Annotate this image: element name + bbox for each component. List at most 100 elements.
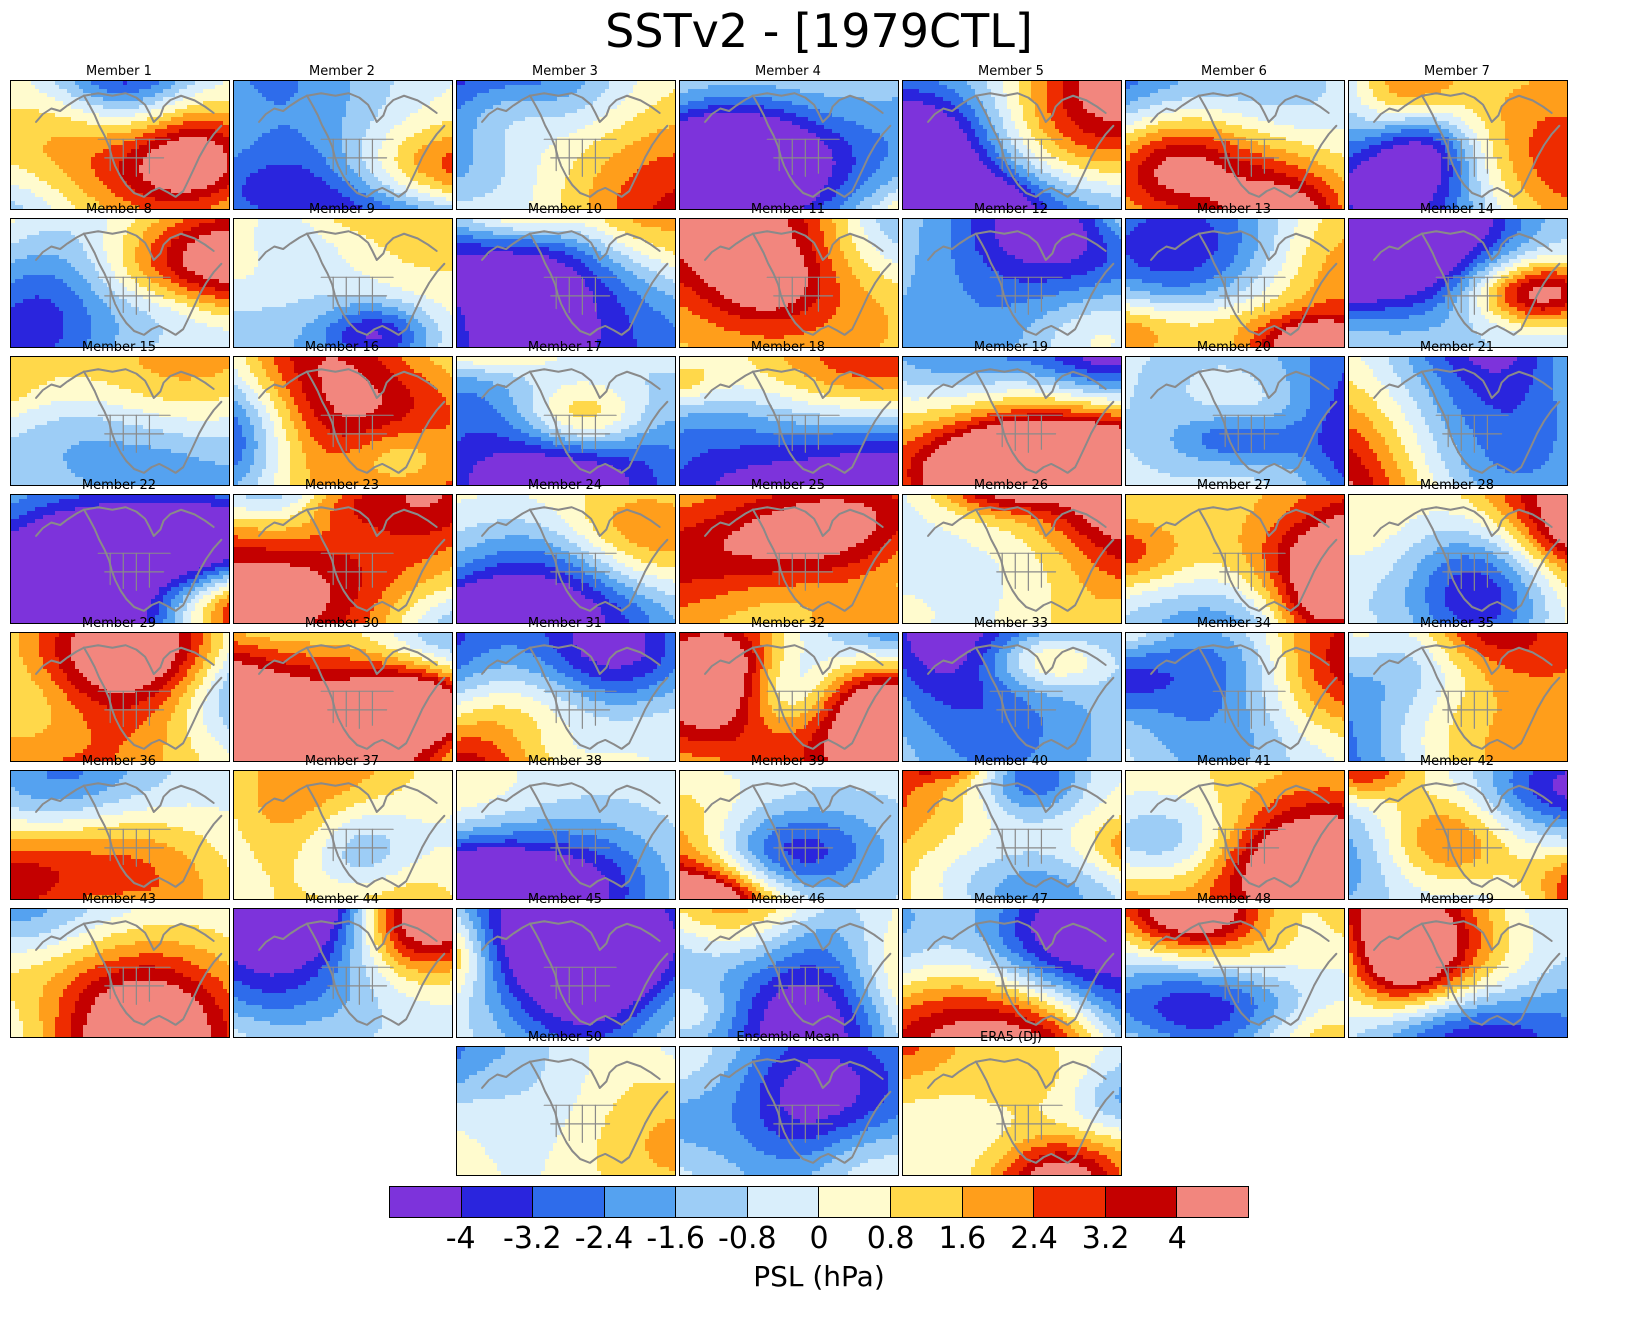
map-panel: Member 22 [10,478,230,624]
panel-map-canvas [10,80,230,210]
colorbar-bar [389,1186,1249,1218]
colorbar-segment [533,1187,605,1217]
panel-title: Member 28 [1419,478,1495,493]
panel-title: Member 22 [81,478,157,493]
panel-title: Member 41 [1196,754,1272,769]
map-panel: Member 6 [1125,64,1345,210]
panel-map-canvas [679,908,899,1038]
panel-title: Member 43 [81,892,157,907]
panel-map-canvas [10,494,230,624]
map-panel: Member 5 [902,64,1122,210]
map-panel: Member 25 [679,478,899,624]
colorbar-segment [461,1187,534,1217]
panel-title: Member 17 [527,340,603,355]
panel-map-canvas [10,908,230,1038]
panel-map-canvas [10,632,230,762]
panel-map-canvas [233,770,453,900]
map-panel: Member 10 [456,202,676,348]
map-panel: Member 7 [1348,64,1568,210]
panel-title: Member 25 [750,478,826,493]
panel-title: Member 40 [973,754,1049,769]
colorbar-segment [1177,1187,1248,1217]
panel-title: Member 31 [527,616,603,631]
panel-map-canvas [456,908,676,1038]
panel-map-canvas [1125,356,1345,486]
colorbar-tick-label: -2.4 [574,1221,634,1256]
panel-map-canvas [456,770,676,900]
colorbar-tick-label: 1.6 [938,1221,987,1256]
panel-map-canvas [1125,908,1345,1038]
panel-title: Member 42 [1419,754,1495,769]
panel-map-canvas [679,770,899,900]
map-panel: ERA5 (DJ) [902,1030,1122,1176]
panel-map-canvas [679,632,899,762]
panel-map-canvas [456,80,676,210]
panel-title: Member 33 [973,616,1049,631]
panel-map-canvas [902,356,1122,486]
colorbar-tick-label: 4 [1167,1221,1187,1256]
panel-map-canvas [1125,494,1345,624]
panel-map-canvas [456,632,676,762]
panel-map-canvas [1125,80,1345,210]
map-panel: Member 24 [456,478,676,624]
colorbar-tick-label: -4 [445,1221,476,1256]
map-panel: Member 17 [456,340,676,486]
colorbar-tick-label: 2.4 [1010,1221,1058,1256]
colorbar-tick-label: -3.2 [503,1221,562,1256]
colorbar-segment [1034,1187,1106,1217]
panel-map-canvas [1348,494,1568,624]
colorbar-label: PSL (hPa) [753,1260,885,1293]
map-panel: Member 16 [233,340,453,486]
panel-map-canvas [456,1046,676,1176]
map-panel: Member 20 [1125,340,1345,486]
panel-title: Member 49 [1419,892,1495,907]
panel-title: Member 45 [527,892,603,907]
map-panel: Member 8 [10,202,230,348]
map-panel: Member 12 [902,202,1122,348]
map-panel: Member 21 [1348,340,1568,486]
map-panel: Member 27 [1125,478,1345,624]
colorbar-tick-label: 0 [809,1221,829,1256]
panel-map-canvas [902,80,1122,210]
map-panel: Member 44 [233,892,453,1038]
panel-title: Member 3 [532,64,598,79]
colorbar-tick-label: -0.8 [718,1221,777,1256]
panel-map-canvas [456,218,676,348]
panel-map-canvas [1125,632,1345,762]
panel-map-canvas [902,218,1122,348]
panel-map-canvas [1348,770,1568,900]
map-panel: Member 11 [679,202,899,348]
panel-map-canvas [902,908,1122,1038]
map-panel: Member 32 [679,616,899,762]
panel-map-canvas [902,632,1122,762]
panel-title: Member 11 [750,202,826,217]
panel-title: Member 37 [304,754,380,769]
panel-title: Member 23 [304,478,380,493]
panel-title: Member 7 [1424,64,1490,79]
colorbar-ticks: -4 -3.2 -2.4 -1.6 -0.8 0 0.8 1.6 2.4 3.2 4 [389,1221,1249,1259]
panel-title: Member 32 [750,616,826,631]
map-panel: Member 1 [10,64,230,210]
colorbar-tick-label: 0.8 [866,1221,915,1256]
map-panel: Member 50 [456,1030,676,1176]
panel-map-canvas [10,770,230,900]
panel-map-canvas [679,494,899,624]
panel-title: Member 44 [304,892,380,907]
panel-map-canvas [902,770,1122,900]
map-panel: Member 41 [1125,754,1345,900]
panel-title: Member 39 [750,754,826,769]
panel-title: Member 5 [978,64,1044,79]
panel-title: Member 8 [86,202,152,217]
colorbar: -4 -3.2 -2.4 -1.6 -0.8 0 0.8 1.6 2.4 3.2 4 PSL (hP… [389,1186,1249,1293]
panel-map-canvas [679,1046,899,1176]
panel-title: Member 9 [309,202,375,217]
map-panel: Member 43 [10,892,230,1038]
panel-map-canvas [233,632,453,762]
panel-title: Member 19 [973,340,1049,355]
panel-title: Member 14 [1419,202,1495,217]
panel-title: Member 12 [973,202,1049,217]
map-panel: Member 49 [1348,892,1568,1038]
panel-title: Member 29 [81,616,157,631]
map-panel: Member 26 [902,478,1122,624]
map-panel: Member 4 [679,64,899,210]
